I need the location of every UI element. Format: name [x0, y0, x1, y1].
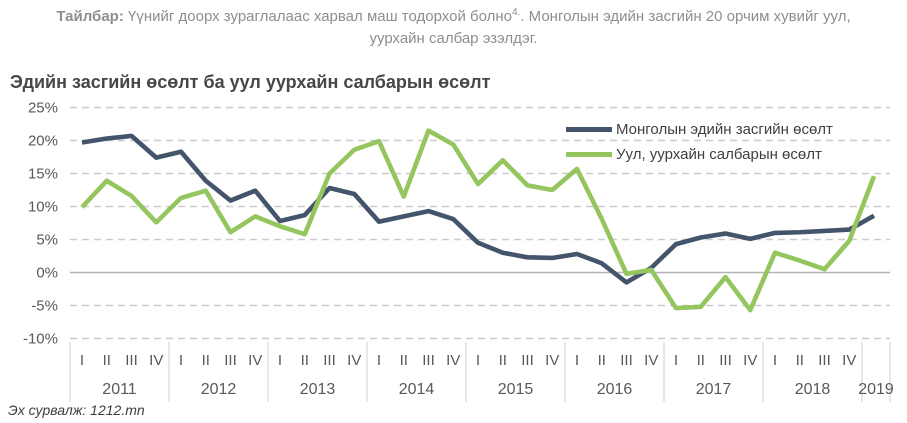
quarter-label: IV	[149, 352, 163, 369]
quarter-label: I	[476, 352, 480, 369]
year-label: 2013	[300, 381, 336, 398]
series-line-0	[81, 133, 876, 285]
quarter-label: III	[719, 352, 732, 369]
quarter-label: I	[278, 352, 282, 369]
footnote-sup: 4.	[511, 7, 521, 18]
quarter-label: I	[773, 352, 777, 369]
quarter-label: I	[674, 352, 678, 369]
year-label: 2015	[498, 381, 534, 398]
quarter-label: I	[377, 352, 381, 369]
footnote-line1-a: Үүнийг доорх зураглалаас харвал маш тодо…	[123, 8, 512, 25]
year-label: 2011	[102, 381, 137, 398]
quarter-label: II	[796, 352, 804, 369]
quarter-label: I	[179, 352, 183, 369]
footnote-line1-b: . Монголын эдийн засгийн 20 орчим хувийг…	[520, 8, 851, 25]
y-tick-label: 10%	[28, 199, 58, 216]
quarter-label: III	[125, 352, 138, 369]
quarter-label: I	[575, 352, 579, 369]
quarter-label: IV	[842, 352, 856, 369]
quarter-label: II	[499, 352, 507, 369]
quarter-label: III	[818, 352, 831, 369]
y-tick-label: 20%	[28, 133, 58, 150]
quarter-label: IV	[545, 352, 559, 369]
quarter-label: III	[224, 352, 237, 369]
footnote-text: Тайлбар: Үүнийг доорх зураглалаас харвал…	[0, 6, 907, 50]
quarter-label: IV	[248, 352, 262, 369]
source-attribution: Эх сурвалж: 1212.mn	[8, 402, 145, 418]
quarter-label: IV	[446, 352, 460, 369]
y-tick-label: 5%	[36, 232, 58, 249]
y-tick-label: -5%	[31, 298, 58, 315]
legend-label-gdp: Монголын эдийн засгийн өсөлт	[616, 121, 833, 138]
y-tick-label: 25%	[28, 100, 58, 117]
chart-legend: Монголын эдийн засгийн өсөлт Уул, уурхай…	[566, 117, 833, 167]
year-label: 2017	[696, 381, 732, 398]
series-line-1	[80, 128, 877, 313]
mining-line-swatch	[566, 152, 612, 157]
gdp-line-swatch	[566, 127, 612, 132]
year-label: 2014	[399, 381, 435, 398]
quarter-label: IV	[743, 352, 757, 369]
quarter-label: III	[620, 352, 633, 369]
chart-title: Эдийн засгийн өсөлт ба уул уурхайн салба…	[10, 72, 491, 92]
legend-item-gdp-growth: Монголын эдийн засгийн өсөлт	[566, 117, 833, 142]
legend-item-mining-growth: Уул, уурхайн салбарын өсөлт	[566, 142, 833, 167]
year-label: 2018	[795, 381, 831, 398]
quarter-label: II	[400, 352, 408, 369]
footnote-label: Тайлбар:	[56, 8, 124, 25]
y-tick-label: 0%	[36, 265, 58, 282]
y-tick-label: -10%	[23, 331, 58, 348]
y-tick-label: 15%	[28, 166, 58, 183]
quarter-label: I	[80, 352, 84, 369]
quarter-label: III	[521, 352, 534, 369]
quarter-label: III	[323, 352, 336, 369]
quarter-label: IV	[644, 352, 658, 369]
year-label: 2019	[858, 381, 894, 398]
quarter-label: II	[202, 352, 210, 369]
quarter-label: IV	[347, 352, 361, 369]
year-label: 2016	[597, 381, 633, 398]
quarter-label: II	[103, 352, 111, 369]
quarter-label: II	[301, 352, 309, 369]
quarter-label: II	[598, 352, 606, 369]
footnote-line2: уурхайн салбар эзэлдэг.	[369, 30, 538, 47]
quarter-label: II	[697, 352, 705, 369]
quarter-label: III	[422, 352, 435, 369]
year-label: 2012	[201, 381, 237, 398]
legend-label-mining: Уул, уурхайн салбарын өсөлт	[616, 146, 822, 163]
